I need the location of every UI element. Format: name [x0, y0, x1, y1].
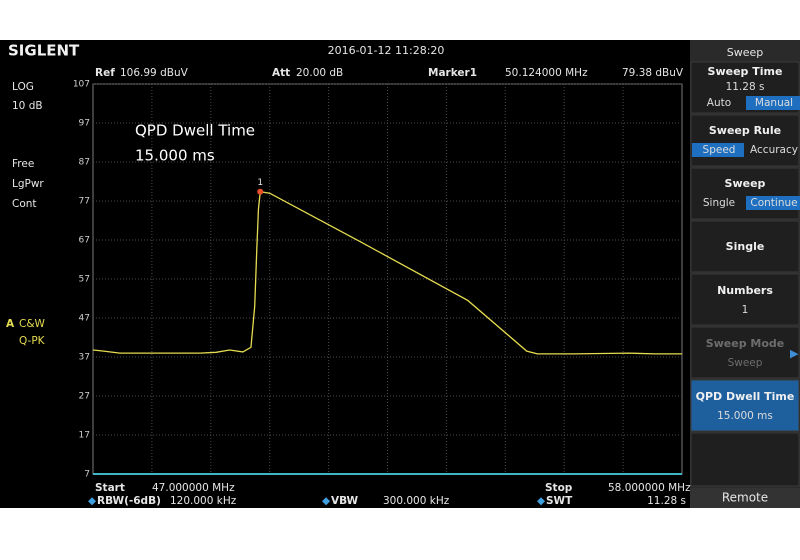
option-selected	[692, 143, 744, 157]
vbw-dot: ◆	[322, 495, 331, 507]
menu-item-label: Sweep Mode	[706, 337, 785, 350]
vbw: 300.000 kHz	[383, 495, 450, 507]
trace-mode: C&W	[19, 318, 46, 330]
detector: Q-PK	[19, 335, 46, 347]
y-tick-label: 57	[79, 275, 90, 285]
menu-item-value: Sweep	[728, 357, 763, 369]
remote[interactable]: Remote	[722, 491, 768, 505]
per-div: 10 dB	[12, 100, 43, 112]
annotation-value: 15.000 ms	[135, 147, 215, 165]
datetime: 2016-01-12 11:28:20	[328, 44, 445, 57]
y-tick-label: 97	[79, 119, 90, 129]
marker-label: Marker1	[428, 67, 477, 79]
trigger: Free	[12, 158, 34, 170]
marker-label: 1	[257, 178, 263, 188]
y-tick-label: 67	[79, 236, 90, 246]
menu-item-bg[interactable]	[690, 379, 800, 432]
y-tick-label: 7	[84, 470, 90, 480]
menu-option[interactable]: Manual	[755, 97, 793, 109]
menu-item-bg	[690, 432, 800, 487]
menu-item-value: 11.28 s	[726, 81, 765, 93]
screen-bg	[0, 40, 690, 508]
y-tick-label: 47	[79, 314, 90, 324]
y-tick-label: 107	[73, 80, 90, 90]
menu-arrow: ▶	[790, 347, 799, 360]
menu-item-value: 1	[742, 304, 749, 316]
y-tick-label: 27	[79, 392, 90, 402]
ref: 106.99 dBuV	[120, 67, 189, 79]
swt: 11.28 s	[647, 495, 686, 507]
y-tick-label: 77	[79, 197, 90, 207]
menu-item-label[interactable]: Sweep Time	[708, 65, 783, 78]
average: LgPwr	[12, 178, 44, 190]
menu-title: Sweep	[727, 46, 764, 59]
menu-option[interactable]: Continue	[750, 197, 797, 209]
menu-option[interactable]: Auto	[707, 97, 731, 109]
menu-item-label[interactable]: QPD Dwell Time	[696, 390, 795, 403]
marker	[257, 188, 264, 195]
rbw-dot: ◆	[88, 495, 97, 507]
option-selected	[746, 196, 800, 210]
start-label: Start	[95, 482, 125, 494]
mode: Cont	[12, 198, 37, 210]
marker-freq: 50.124000 MHz	[505, 67, 588, 79]
rbw-label: RBW(-6dB)	[97, 495, 161, 507]
menu-item-label[interactable]: Sweep	[725, 177, 766, 190]
swt-label: SWT	[546, 495, 573, 507]
swt-dot: ◆	[537, 495, 546, 507]
annotation-title: QPD Dwell Time	[135, 122, 255, 140]
option-selected	[746, 96, 800, 110]
y-tick-label: 17	[79, 431, 90, 441]
brand: SIGLENT	[8, 42, 80, 60]
trace-id: A	[6, 318, 15, 330]
stop-label: Stop	[545, 482, 573, 494]
stop: 58.000000 MHz	[608, 482, 691, 494]
remote-bg	[690, 488, 800, 508]
menu-item-bg	[690, 326, 800, 379]
y-tick-label: 37	[79, 353, 90, 363]
start: 47.000000 MHz	[152, 482, 235, 494]
menu-item-label[interactable]: Single	[726, 240, 765, 253]
marker-level: 79.38 dBuV	[622, 67, 684, 79]
trace	[92, 190, 682, 355]
scale: LOG	[12, 81, 34, 93]
menu-item-bg[interactable]	[690, 220, 800, 273]
vbw-label: VBW	[331, 495, 359, 507]
menu-item-label[interactable]: Numbers	[717, 284, 773, 297]
menu-option[interactable]: Single	[703, 197, 735, 209]
att-label: Att	[272, 67, 290, 79]
menu-option[interactable]: Speed	[703, 144, 736, 156]
rbw: 120.000 kHz	[170, 495, 237, 507]
y-tick-label: 87	[79, 158, 90, 168]
menu-item-bg[interactable]	[690, 167, 800, 220]
ref-label: Ref	[95, 67, 115, 79]
menu-item-label[interactable]: Sweep Rule	[709, 124, 781, 137]
menu-option[interactable]: Accuracy	[750, 144, 798, 156]
menu-item-bg[interactable]	[690, 273, 800, 326]
menu-item-bg[interactable]	[690, 114, 800, 167]
menu-item-value: 15.000 ms	[717, 410, 773, 422]
menu: Sweep Time 11.28 s Auto Manual Sweep Rule Spe…	[690, 61, 800, 487]
att: 20.00 dB	[296, 67, 343, 79]
